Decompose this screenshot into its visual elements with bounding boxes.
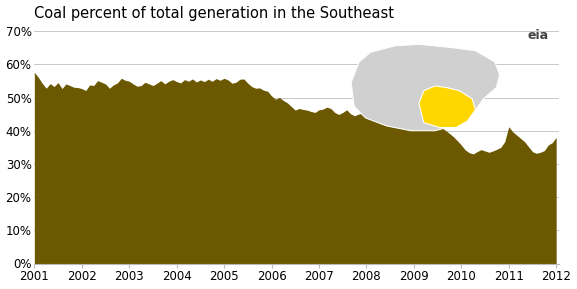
Polygon shape: [351, 44, 500, 131]
Polygon shape: [419, 86, 475, 127]
Text: Coal percent of total generation in the Southeast: Coal percent of total generation in the …: [35, 5, 394, 21]
Text: eia: eia: [527, 29, 548, 42]
